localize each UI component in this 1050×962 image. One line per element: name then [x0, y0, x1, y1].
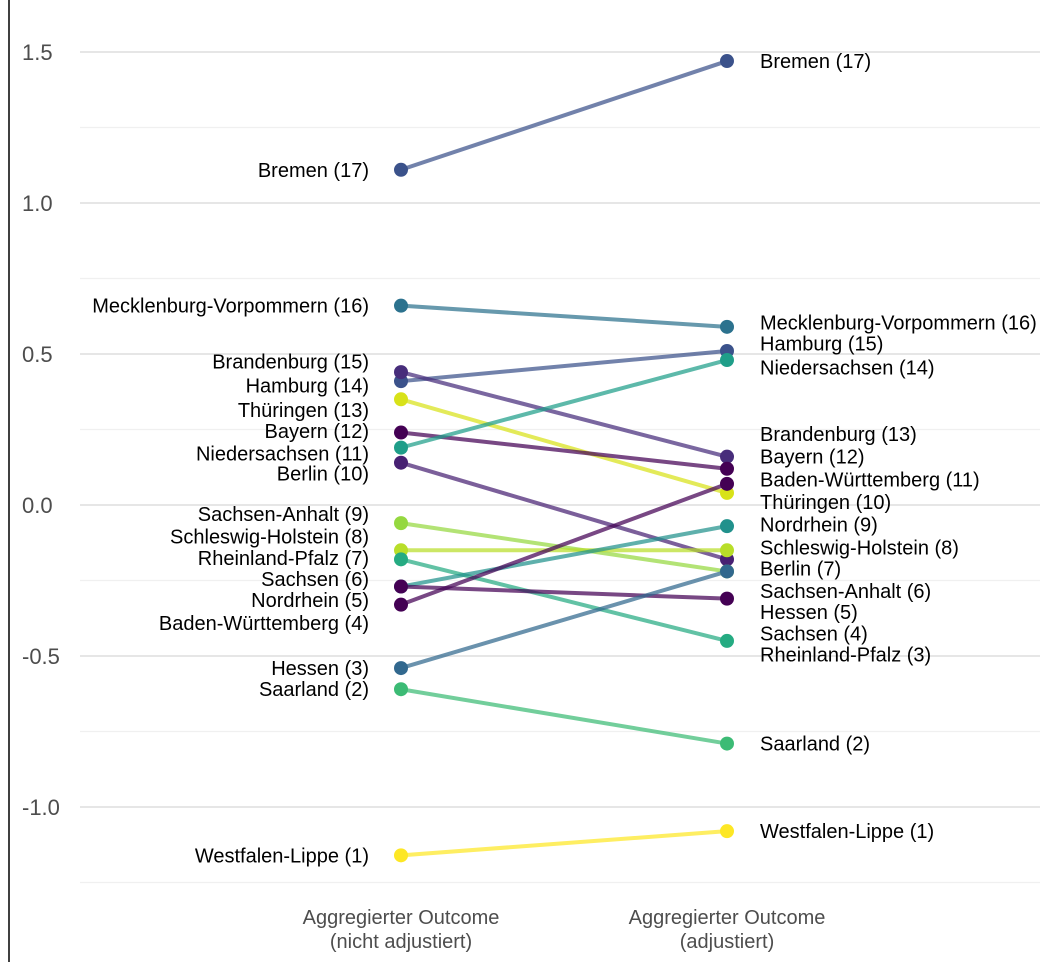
- x-category-label-line: Aggregierter Outcome: [303, 907, 500, 929]
- right-labels: Bremen (17) Mecklenburg-Vorpommern (16)Ha…: [760, 51, 1037, 843]
- x-category-label-line: (adjustiert): [680, 931, 774, 953]
- data-point: [720, 461, 734, 476]
- left-point-label: Nordrhein (5): [251, 590, 369, 612]
- data-point: [720, 319, 734, 334]
- y-tick-label: -1.0: [22, 795, 60, 820]
- series-line: [399, 524, 729, 589]
- x-category-label: Aggregierter Outcome (nicht adjustiert): [303, 907, 500, 953]
- right-point-label: Mecklenburg-Vorpommern (16): [760, 312, 1037, 334]
- y-tick-label: 1.5: [22, 40, 53, 65]
- series-line: [399, 569, 729, 671]
- x-category-label-line: Aggregierter Outcome: [629, 907, 826, 929]
- left-point-label: Saarland (2): [259, 679, 369, 701]
- data-point: [394, 365, 408, 380]
- series-line: [399, 481, 729, 607]
- series-line: [399, 829, 729, 858]
- left-point-label: Westfalen-Lippe (1): [195, 845, 369, 867]
- left-point-label: Niedersachsen (11): [196, 444, 369, 466]
- series-line: [399, 430, 729, 471]
- data-point: [720, 633, 734, 648]
- series-line: [399, 397, 729, 495]
- series-line: [399, 59, 729, 172]
- right-point-label: Rheinland-Pfalz (3): [760, 644, 931, 666]
- right-point-label: Westfalen-Lippe (1): [760, 821, 934, 843]
- y-tick-label: -0.5: [22, 644, 60, 669]
- data-point: [720, 736, 734, 751]
- left-point-label: Bayern (12): [265, 421, 370, 443]
- series-line: [399, 348, 729, 384]
- left-point-label: Berlin (10): [277, 463, 369, 485]
- right-point-label: Baden-Württemberg (11): [760, 469, 980, 491]
- data-point: [394, 848, 408, 863]
- series-line: [399, 460, 729, 562]
- left-point-label: Brandenburg (15): [212, 352, 369, 374]
- data-point: [720, 353, 734, 368]
- data-point: [394, 298, 408, 313]
- series-line: [399, 584, 729, 601]
- left-labels: Bremen (17) Mecklenburg-Vorpommern (16) Br…: [92, 160, 369, 868]
- x-category-label-line: (nicht adjustiert): [330, 931, 472, 953]
- data-point: [720, 54, 734, 69]
- right-point-label: Bremen (17): [760, 51, 871, 73]
- data-point: [394, 392, 408, 407]
- data-point: [394, 682, 408, 697]
- right-point-label: Sachsen-Anhalt (6): [760, 581, 931, 603]
- data-point: [394, 661, 408, 676]
- left-point-label: Schleswig-Holstein (8): [170, 527, 369, 549]
- data-point: [720, 824, 734, 839]
- series-line: [399, 687, 729, 746]
- data-point: [394, 440, 408, 455]
- right-point-label: Sachsen (4): [760, 623, 868, 645]
- series-line: [399, 303, 729, 329]
- series-line: [399, 370, 729, 459]
- left-point-label: Mecklenburg-Vorpommern (16): [92, 296, 369, 318]
- series-lines: [399, 59, 729, 858]
- left-point-label: Thüringen (13): [238, 400, 369, 422]
- data-point: [394, 579, 408, 594]
- left-point-label: Hamburg (14): [246, 376, 369, 398]
- x-axis: Aggregierter Outcome (nicht adjustiert)Ag…: [303, 907, 826, 953]
- right-point-label: Thüringen (10): [760, 492, 891, 514]
- right-point-label: Brandenburg (13): [760, 424, 917, 446]
- right-point-label: Niedersachsen (14): [760, 358, 935, 380]
- series-line: [399, 358, 729, 450]
- left-point-label: Hessen (3): [271, 658, 369, 680]
- y-tick-label: 1.0: [22, 191, 53, 216]
- data-point: [720, 591, 734, 606]
- series-line: [399, 557, 729, 643]
- grid: [80, 51, 1040, 884]
- data-point: [720, 449, 734, 464]
- data-point: [394, 425, 408, 440]
- x-category-label: Aggregierter Outcome (adjustiert): [629, 907, 826, 953]
- data-point: [394, 162, 408, 177]
- left-point-label: Bremen (17): [258, 160, 369, 182]
- left-point-label: Sachsen (6): [261, 569, 369, 591]
- series-points: [394, 54, 734, 863]
- right-point-label: Saarland (2): [760, 734, 870, 756]
- left-point-label: Sachsen-Anhalt (9): [198, 504, 369, 526]
- y-tick-label: 0.5: [22, 342, 53, 367]
- left-point-label: Baden-Württemberg (4): [159, 613, 369, 635]
- right-point-label: Schleswig-Holstein (8): [760, 537, 959, 559]
- y-axis: 1.5 1.0 0.5 0.0 -0.5 -1.0: [22, 40, 60, 820]
- y-tick-label: 0.0: [22, 493, 53, 518]
- data-point: [394, 552, 408, 567]
- data-point: [720, 519, 734, 534]
- data-point: [394, 597, 408, 612]
- series-line: [399, 521, 729, 574]
- data-point: [394, 516, 408, 531]
- right-point-label: Berlin (7): [760, 558, 841, 580]
- right-point-label: Hamburg (15): [760, 333, 883, 355]
- right-point-label: Bayern (12): [760, 447, 865, 469]
- right-point-label: Hessen (5): [760, 602, 858, 624]
- right-point-label: Nordrhein (9): [760, 515, 878, 537]
- data-point: [720, 476, 734, 491]
- left-point-label: Rheinland-Pfalz (7): [198, 548, 369, 570]
- data-point: [394, 455, 408, 470]
- data-point: [720, 543, 734, 558]
- data-point: [720, 564, 734, 579]
